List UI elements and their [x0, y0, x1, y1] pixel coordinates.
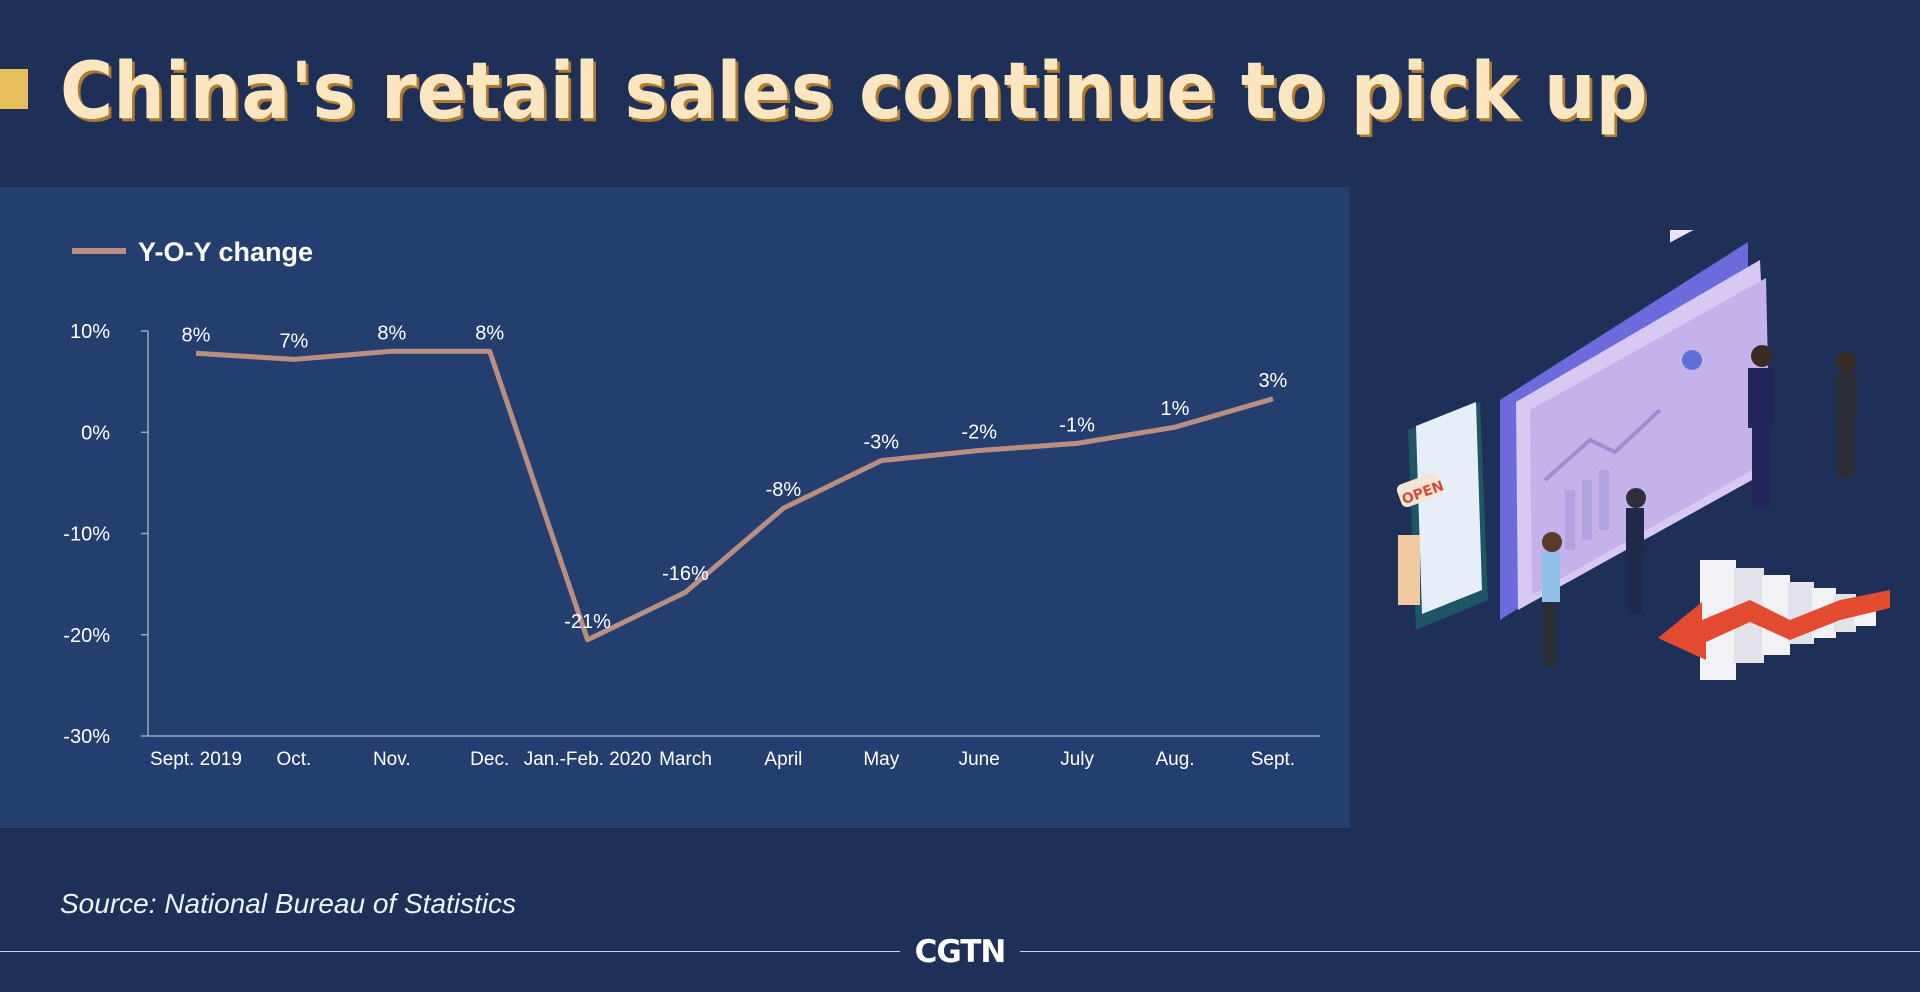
phone-illustration: OPEN [1396, 402, 1488, 630]
footer-divider-right [1020, 951, 1920, 952]
y-tick-label: -20% [63, 625, 110, 647]
data-label: 8% [377, 322, 406, 344]
x-tick-label: July [1060, 749, 1094, 770]
y-ticks: 10% 0% -10% -20% -30% [63, 321, 148, 748]
x-tick-label: Sept. 2019 [150, 749, 242, 770]
x-tick-label: May [863, 749, 899, 770]
line-chart: Y-O-Y change 10% 0% -10% -20% -30% Sept. 201… [63, 237, 1320, 770]
x-tick-label: Jan.-Feb. 2020 [524, 749, 652, 770]
footer-divider-left [0, 951, 900, 952]
people-illustration [1542, 345, 1857, 667]
x-tick-label: Dec. [470, 749, 509, 770]
source-note: Source: National Bureau of Statistics [60, 888, 517, 919]
y-tick-label: 10% [70, 321, 110, 343]
data-label: -2% [961, 421, 997, 443]
x-tick-label: Oct. [276, 749, 311, 770]
y-tick-label: -30% [63, 726, 110, 748]
x-tick-label: Aug. [1155, 749, 1194, 770]
data-label: 7% [279, 330, 308, 352]
falling-bars-arrow-illustration [1658, 560, 1890, 680]
data-labels: 8% 7% 8% 8% -21% -16% -8% -3% -2% -1% 1% 3% [182, 322, 1288, 633]
legend-label: Y-O-Y change [138, 237, 313, 267]
page-title: China's retail sales continue to pick up [60, 47, 1648, 137]
series-line-yoy [195, 348, 1274, 643]
data-label: 3% [1258, 370, 1287, 392]
dashboard-screen-illustration [1500, 230, 1770, 620]
data-label: 8% [475, 322, 504, 344]
data-label: -21% [564, 611, 611, 633]
data-label: 8% [182, 324, 211, 346]
x-ticks: Sept. 2019 Oct. Nov. Dec. Jan.-Feb. 2020 Marc… [150, 749, 1295, 770]
retail-business-illustration: OPEN [1396, 230, 1890, 680]
x-tick-label: March [659, 749, 712, 770]
y-tick-label: 0% [81, 422, 110, 444]
x-tick-label: April [764, 749, 802, 770]
x-tick-label: Nov. [373, 749, 411, 770]
data-label: -1% [1059, 414, 1095, 436]
data-label: -8% [766, 479, 802, 501]
data-label: -3% [864, 432, 900, 454]
chart-legend: Y-O-Y change [72, 237, 313, 267]
x-tick-label: Sept. [1251, 749, 1295, 770]
x-tick-label: June [959, 749, 1000, 770]
brand-logo: CGTN [914, 934, 1007, 970]
y-tick-label: -10% [63, 524, 110, 546]
data-label: -16% [662, 563, 709, 585]
data-label: 1% [1161, 398, 1190, 420]
title-accent-bar [0, 69, 28, 109]
chart-panel: Y-O-Y change 10% 0% -10% -20% -30% Sept. 201… [0, 187, 1350, 828]
